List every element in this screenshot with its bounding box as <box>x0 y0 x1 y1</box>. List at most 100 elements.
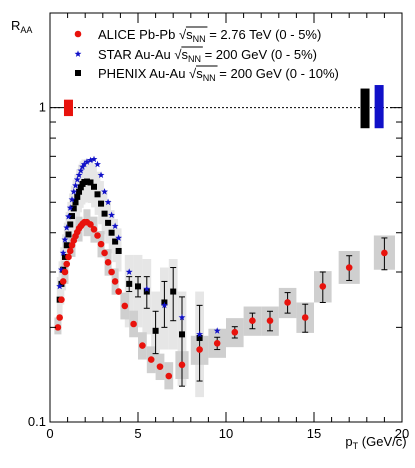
point-square <box>135 283 141 290</box>
point-circle <box>65 253 72 261</box>
legend: ALICE Pb-Pb √sNN = 2.76 TeV (0 - 5%) STAR… <box>74 26 339 83</box>
point-square <box>105 219 112 226</box>
point-circle <box>87 221 94 228</box>
point-circle <box>90 226 98 233</box>
point-star <box>65 213 72 220</box>
point-star <box>101 188 108 195</box>
y-tick-label: 0.1 <box>28 414 46 429</box>
point-star <box>58 266 65 273</box>
axes: 0 5 10 15 20 0.1 1 <box>28 12 409 441</box>
y-axis-label: RAA <box>11 18 32 35</box>
reference-line <box>50 85 402 129</box>
point-star <box>87 156 94 164</box>
legend-marker-star <box>74 50 82 57</box>
point-star <box>90 155 98 163</box>
point-square <box>74 193 81 200</box>
point-circle <box>139 342 146 349</box>
point-circle <box>147 356 155 363</box>
point-star <box>111 222 119 229</box>
point-square <box>65 231 72 238</box>
point-star <box>213 327 221 334</box>
point-circle <box>266 317 274 325</box>
point-square <box>70 205 77 212</box>
point-star <box>94 160 101 168</box>
point-square <box>179 331 185 338</box>
point-star <box>73 176 81 183</box>
point-star <box>56 282 64 290</box>
point-star <box>83 158 91 165</box>
axis-labels: pT (GeV/c) RAA <box>11 18 407 451</box>
point-circle <box>284 299 291 306</box>
point-circle <box>301 314 309 321</box>
x-axis-label: pT (GeV/c) <box>345 434 406 451</box>
point-square <box>170 288 177 295</box>
point-square <box>77 184 84 191</box>
point-square <box>61 253 68 260</box>
point-square <box>76 188 83 195</box>
point-square <box>126 280 133 287</box>
norm-box-square <box>360 88 370 129</box>
point-square <box>98 200 105 207</box>
point-star <box>59 249 67 256</box>
point-square <box>83 178 90 185</box>
systematic-bands <box>54 158 395 398</box>
point-circle <box>56 314 63 321</box>
point-star <box>115 234 123 241</box>
point-square <box>112 238 119 245</box>
point-circle <box>121 302 129 310</box>
point-square <box>87 179 94 186</box>
point-circle <box>381 249 388 257</box>
x-tick-label: 0 <box>46 426 53 441</box>
point-star <box>97 171 105 179</box>
point-star <box>61 236 69 243</box>
point-star <box>68 195 76 203</box>
legend-label: ALICE Pb-Pb √sNN = 2.76 TeV (0 - 5%) <box>98 27 321 44</box>
point-circle <box>58 296 65 303</box>
point-circle <box>94 232 101 239</box>
point-circle <box>54 324 62 331</box>
legend-marker-circle <box>74 30 82 38</box>
point-circle <box>178 361 186 369</box>
point-square <box>115 247 122 254</box>
point-circle <box>156 363 164 370</box>
point-square <box>108 229 115 236</box>
point-square <box>94 191 101 198</box>
legend-label: STAR Au-Au √sNN = 200 GeV (0 - 5%) <box>98 47 317 64</box>
point-star <box>66 204 74 211</box>
point-square <box>72 199 79 206</box>
point-circle <box>213 339 221 347</box>
x-tick-label: 10 <box>219 426 233 441</box>
point-square <box>143 288 150 295</box>
point-star <box>75 171 83 179</box>
point-circle <box>97 240 105 248</box>
point-square <box>101 210 108 217</box>
point-circle <box>59 278 67 285</box>
legend-label: PHENIX Au-Au √sNN = 200 GeV (0 - 10%) <box>98 66 339 83</box>
point-circle <box>319 283 327 290</box>
point-square <box>91 183 97 190</box>
point-star <box>178 313 186 321</box>
point-square <box>63 242 70 249</box>
y-tick-label: 1 <box>39 100 46 115</box>
point-star <box>70 188 78 195</box>
point-circle <box>108 268 115 276</box>
point-circle <box>249 317 256 325</box>
point-star <box>77 167 85 174</box>
point-star <box>196 330 204 338</box>
point-circle <box>66 247 74 255</box>
point-square <box>152 327 159 334</box>
point-circle <box>196 346 203 353</box>
point-star <box>160 301 168 309</box>
point-circle <box>130 320 137 328</box>
point-star <box>80 160 88 168</box>
data-points <box>54 155 388 387</box>
point-square <box>69 213 75 220</box>
point-circle <box>115 288 122 295</box>
point-circle <box>231 328 239 336</box>
legend-marker-square <box>75 70 81 76</box>
point-star <box>72 181 79 189</box>
point-square <box>196 335 203 342</box>
point-star <box>108 211 116 219</box>
point-circle <box>111 278 119 285</box>
